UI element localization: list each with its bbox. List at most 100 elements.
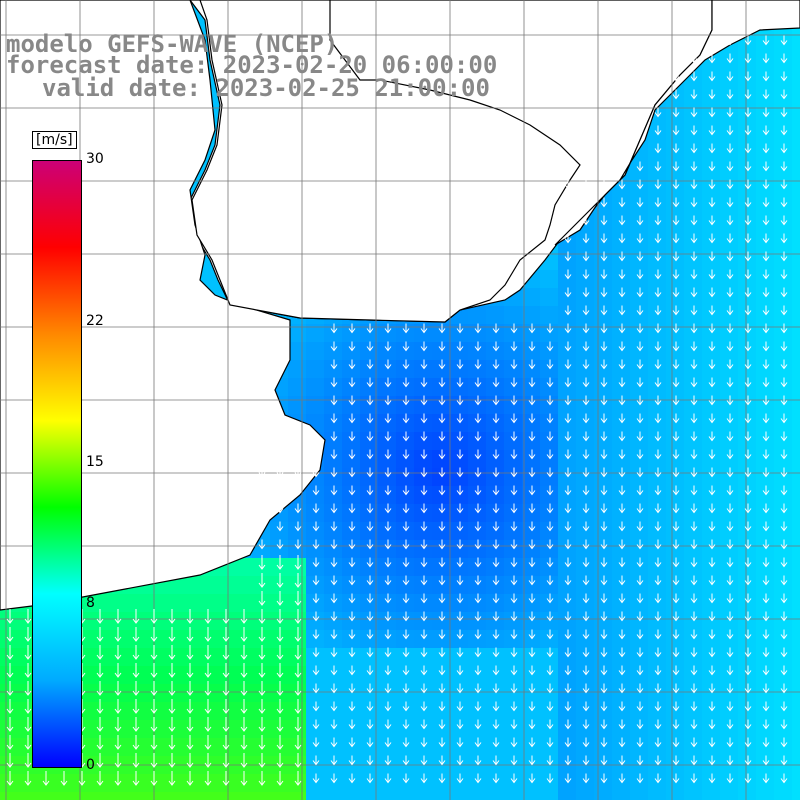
wind-arrow [654, 737, 662, 748]
speed-cell [792, 612, 800, 630]
wind-arrow [474, 377, 482, 388]
wind-arrow [510, 665, 518, 676]
wind-arrow [744, 323, 752, 334]
speed-cell [792, 432, 800, 450]
speed-cell [450, 324, 468, 342]
speed-cell [648, 306, 666, 324]
wind-arrow [510, 575, 518, 586]
speed-cell [558, 270, 576, 288]
wind-arrow [618, 629, 626, 640]
wind-arrow [672, 287, 680, 298]
speed-cell [684, 216, 702, 234]
wind-arrow [780, 503, 788, 514]
wind-arrow [330, 323, 338, 334]
speed-cell [684, 288, 702, 306]
speed-cell [792, 162, 800, 180]
wind-arrow [384, 701, 392, 712]
wind-arrow [366, 611, 374, 622]
wind-arrow [564, 359, 572, 370]
wind-arrow [168, 735, 176, 750]
speed-cell [324, 432, 342, 450]
wind-arrow [780, 53, 788, 64]
wind-arrow [762, 737, 770, 748]
wind-arrow [294, 681, 302, 696]
speed-cell [666, 396, 684, 414]
wind-arrow [186, 627, 194, 642]
wind-arrow [528, 377, 536, 388]
speed-cell [360, 630, 378, 648]
wind-arrow [294, 521, 302, 532]
speed-cell [774, 252, 792, 270]
speed-cell [378, 396, 396, 414]
speed-cell [576, 414, 594, 432]
wind-arrow [330, 647, 338, 658]
wind-arrow [780, 143, 788, 154]
speed-cell [306, 324, 324, 342]
wind-arrow [618, 539, 626, 550]
wind-arrow [312, 719, 320, 730]
speed-cell [468, 378, 486, 396]
wind-arrow [510, 377, 518, 388]
speed-cell [720, 180, 738, 198]
speed-cell [630, 648, 648, 666]
wind-arrow [690, 503, 698, 514]
speed-cell [630, 342, 648, 360]
speed-cell [774, 378, 792, 396]
wind-arrow [726, 665, 734, 676]
wind-arrow [438, 629, 446, 640]
wind-arrow [762, 53, 770, 64]
speed-cell [630, 540, 648, 558]
wind-arrow [168, 681, 176, 696]
wind-arrow [474, 647, 482, 658]
speed-cell [756, 774, 774, 792]
speed-cell [792, 252, 800, 270]
speed-cell [684, 414, 702, 432]
wind-arrow [582, 539, 590, 550]
wind-arrow [132, 663, 140, 678]
wind-arrow [348, 449, 356, 460]
wind-arrow [672, 107, 680, 118]
speed-cell [738, 72, 756, 90]
wind-arrow [258, 591, 266, 606]
wind-arrow [654, 53, 662, 64]
speed-cell [306, 522, 324, 540]
wind-arrow [618, 251, 626, 262]
wind-arrow [654, 179, 662, 190]
speed-cell [522, 414, 540, 432]
speed-cell [378, 360, 396, 378]
speed-cell [486, 504, 504, 522]
wind-arrow [726, 719, 734, 730]
wind-arrow [672, 665, 680, 676]
wind-arrow [762, 521, 770, 532]
speed-cell [648, 558, 666, 576]
wind-arrow [348, 575, 356, 586]
speed-cell [756, 108, 774, 126]
wind-arrow [474, 575, 482, 586]
wind-arrow [636, 395, 644, 406]
wind-arrow [294, 735, 302, 750]
wind-arrow [528, 683, 536, 694]
speed-cell [216, 576, 234, 594]
wind-arrow [618, 665, 626, 676]
speed-cell [180, 576, 198, 594]
speed-cell [324, 576, 342, 594]
wind-arrow [276, 503, 284, 514]
wind-arrow [780, 323, 788, 334]
wind-arrow [312, 557, 320, 568]
wind-arrow [456, 431, 464, 442]
wind-arrow [384, 377, 392, 388]
speed-cell [558, 612, 576, 630]
wind-arrow [780, 557, 788, 568]
wind-arrow [618, 377, 626, 388]
wind-arrow [24, 717, 32, 732]
speed-cell [540, 414, 558, 432]
speed-cell [594, 360, 612, 378]
wind-arrow [726, 431, 734, 442]
speed-cell [486, 558, 504, 576]
wind-arrow [546, 755, 554, 766]
speed-cell [576, 486, 594, 504]
wind-arrow [132, 681, 140, 696]
wind-arrow [708, 413, 716, 424]
wind-arrow [618, 305, 626, 316]
speed-cell [396, 432, 414, 450]
